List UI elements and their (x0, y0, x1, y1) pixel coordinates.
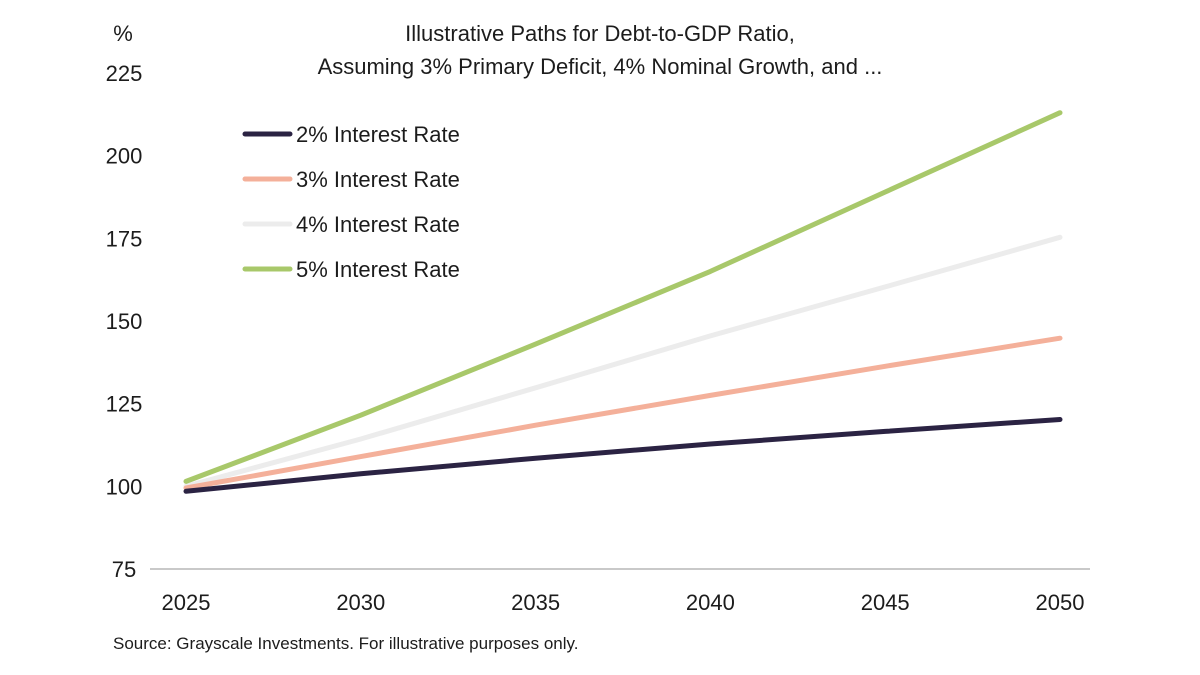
series-line-2pct-interest-rate (183, 417, 1063, 494)
x-tick-label: 2040 (686, 590, 735, 615)
y-tick-label: 150 (106, 309, 143, 334)
y-tick-label: 75 (112, 557, 136, 582)
chart-title: Illustrative Paths for Debt-to-GDP Ratio… (405, 21, 795, 46)
y-tick-label: 125 (106, 392, 143, 417)
x-axis-tick-labels: 2025 2030 2035 2040 2045 2050 (162, 590, 1085, 615)
x-tick-label: 2050 (1036, 590, 1085, 615)
y-tick-label: 200 (106, 144, 143, 169)
x-tick-label: 2030 (336, 590, 385, 615)
x-tick-label: 2035 (511, 590, 560, 615)
legend-label: 5% Interest Rate (296, 257, 460, 282)
y-tick-label: 175 (106, 226, 143, 251)
legend: 2% Interest Rate 3% Interest Rate 4% Inter… (242, 122, 460, 282)
y-axis-unit-label: % (113, 21, 133, 46)
x-tick-label: 2045 (861, 590, 910, 615)
chart-subtitle: Assuming 3% Primary Deficit, 4% Nominal … (318, 54, 883, 79)
y-tick-label: 225 (106, 61, 143, 86)
y-axis-tick-labels: 75 100 125 150 175 200 225 (106, 61, 143, 582)
series-line-4pct-interest-rate (183, 234, 1063, 489)
legend-label: 4% Interest Rate (296, 212, 460, 237)
x-tick-label: 2025 (162, 590, 211, 615)
series-line-3pct-interest-rate (183, 335, 1063, 491)
source-note: Source: Grayscale Investments. For illus… (113, 634, 578, 653)
legend-label: 3% Interest Rate (296, 167, 460, 192)
y-tick-label: 100 (106, 474, 143, 499)
series-line-5pct-interest-rate (183, 110, 1063, 484)
series-lines (183, 110, 1063, 494)
legend-label: 2% Interest Rate (296, 122, 460, 147)
